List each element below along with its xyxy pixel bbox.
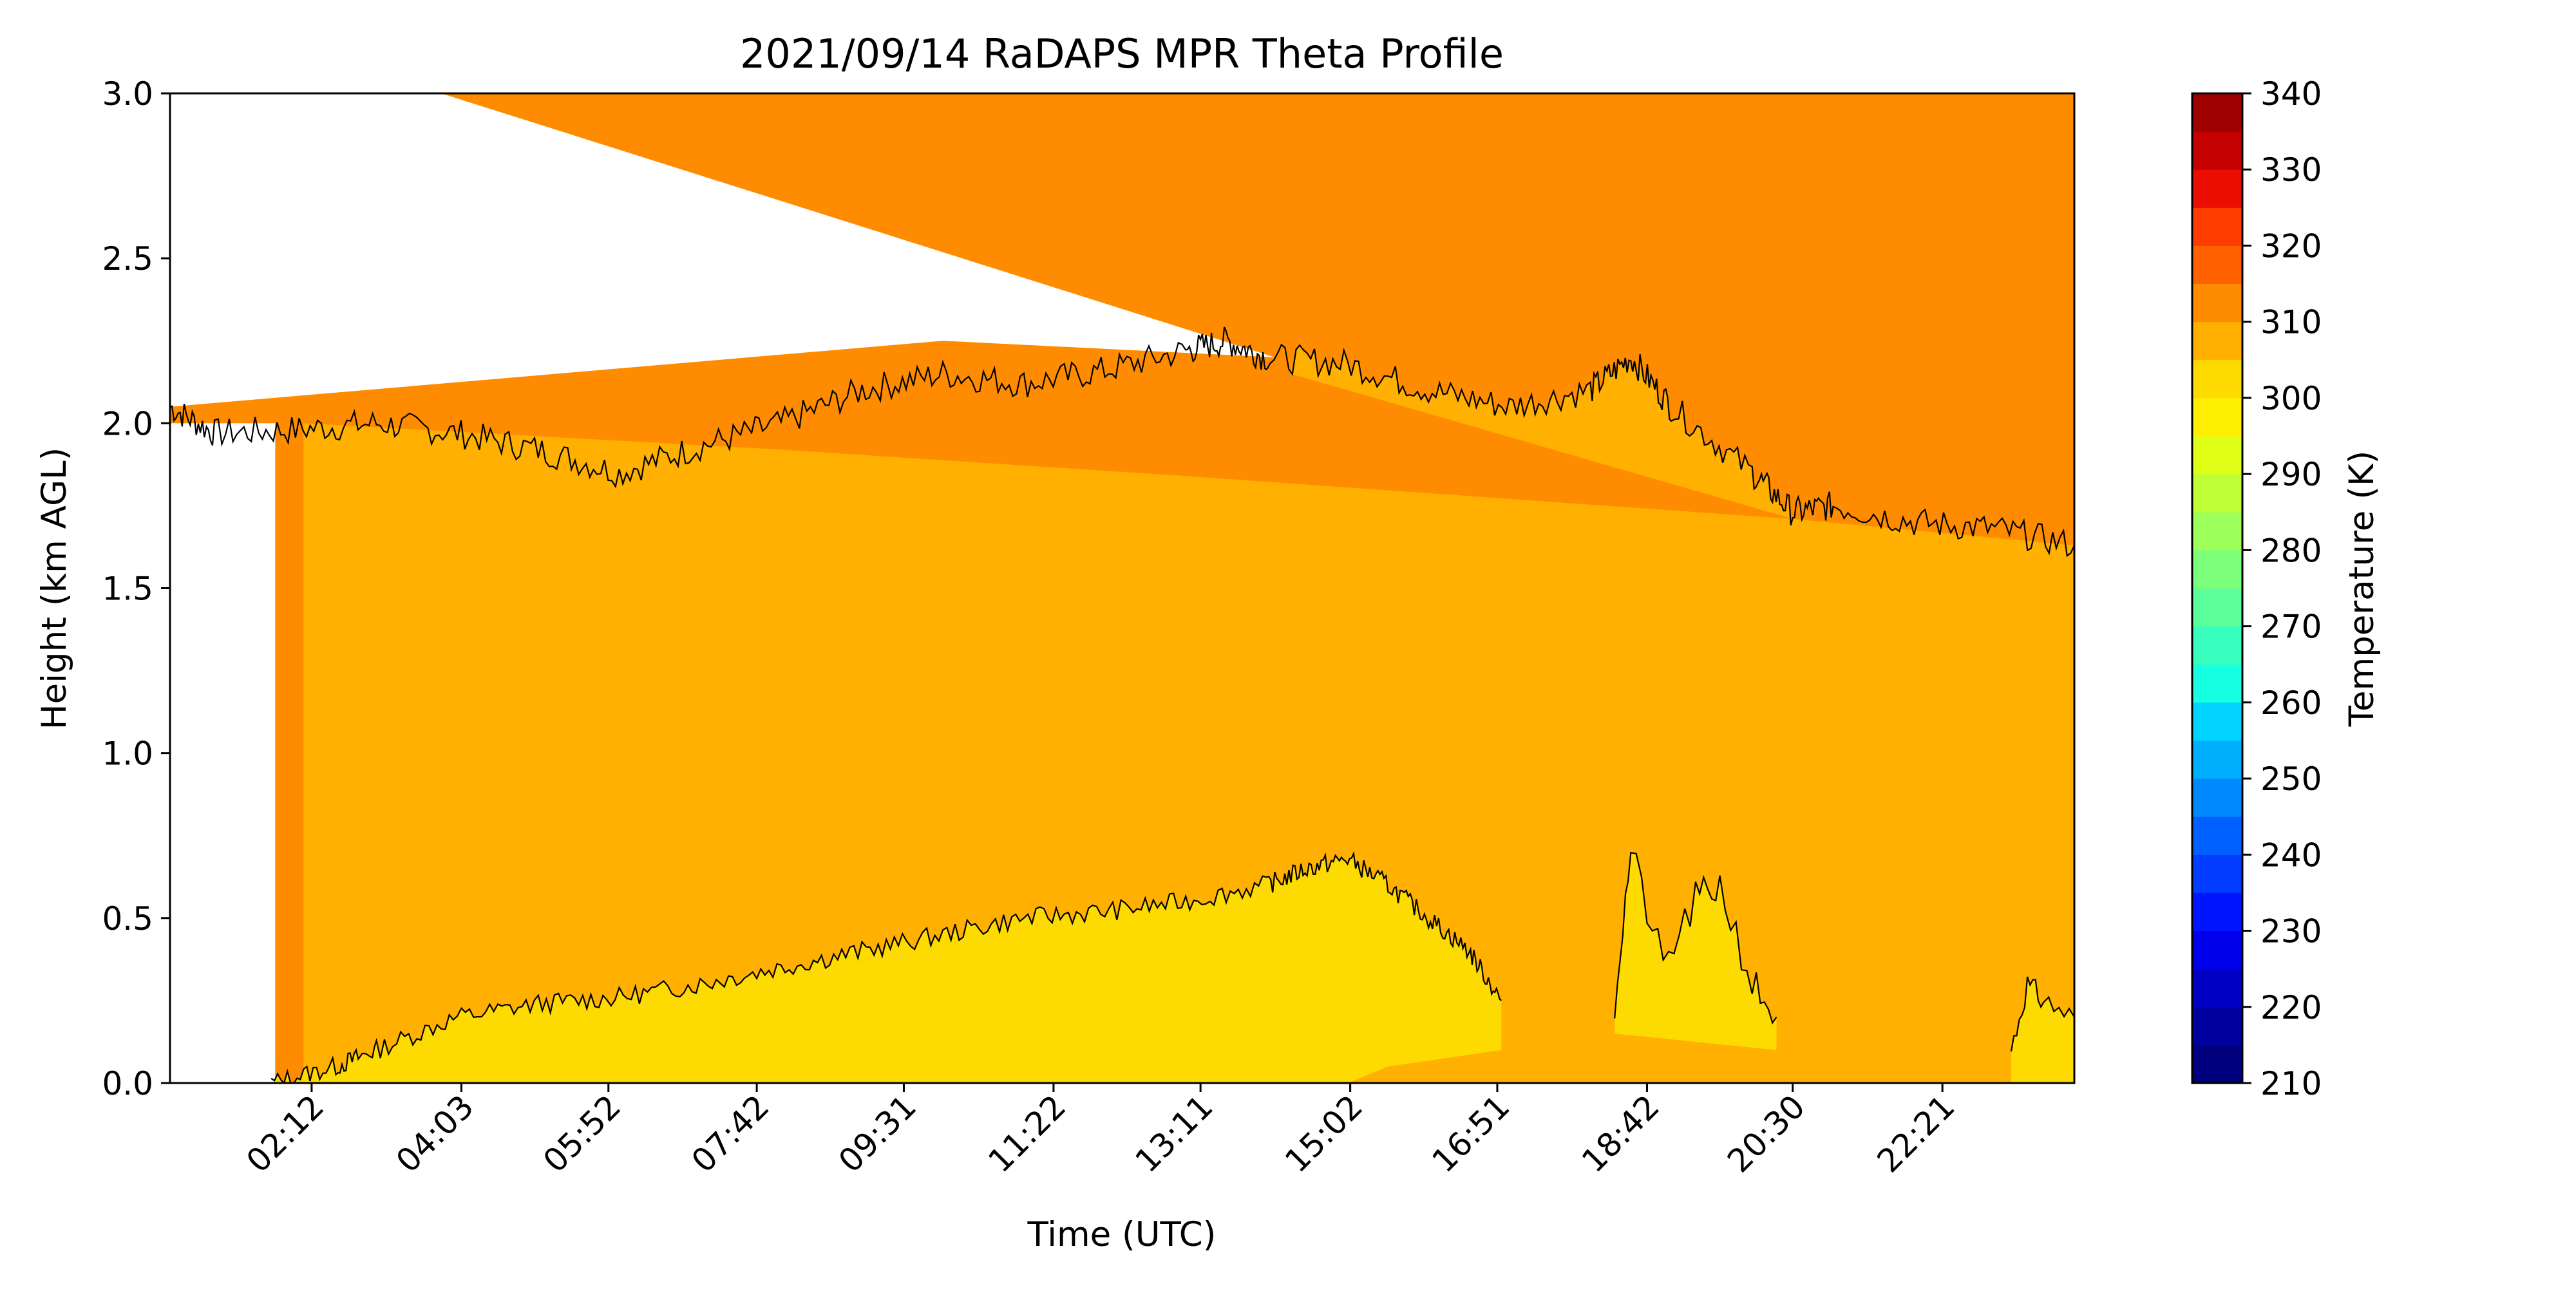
x-tick-label: 02:12 bbox=[240, 1088, 332, 1180]
missing-data-wedge bbox=[170, 93, 1275, 407]
x-tick-label: 22:21 bbox=[1870, 1088, 1962, 1180]
band-295-300-surface bbox=[271, 853, 1502, 1083]
x-tick-label: 04:03 bbox=[389, 1088, 481, 1180]
colorbar-band bbox=[2192, 321, 2242, 361]
band-300-310-wedge bbox=[1291, 345, 1793, 525]
y-tick-label: 1.5 bbox=[102, 570, 153, 608]
contour-line-patch-a bbox=[1614, 852, 1777, 1025]
colorbar-band bbox=[2192, 816, 2242, 855]
contour-fill-layer bbox=[170, 93, 2074, 1083]
x-axis: 02:12 04:03 05:52 07:42 09:31 11:22 13:11 15:02… bbox=[240, 1083, 1962, 1180]
colorbar-band bbox=[2192, 1006, 2242, 1046]
x-tick-label: 07:42 bbox=[685, 1088, 777, 1180]
x-tick-label: 18:42 bbox=[1575, 1088, 1667, 1180]
colorbar-band bbox=[2192, 169, 2242, 208]
colorbar-band bbox=[2192, 740, 2242, 779]
colorbar-band bbox=[2192, 702, 2242, 741]
contour-line-near-surface bbox=[270, 851, 1502, 1083]
x-tick-label: 16:51 bbox=[1425, 1088, 1517, 1180]
colorbar-tick-label: 340 bbox=[2260, 75, 2322, 113]
y-axis-label: Height (km AGL) bbox=[35, 448, 74, 730]
colorbar-tick-label: 250 bbox=[2260, 760, 2322, 798]
colorbar-tick-label: 210 bbox=[2260, 1065, 2322, 1102]
colorbar-band bbox=[2192, 626, 2242, 665]
colorbar-tick-label: 220 bbox=[2260, 989, 2322, 1026]
y-axis: 0.0 0.5 1.0 1.5 2.0 2.5 3.0 bbox=[102, 75, 170, 1102]
x-tick-label: 15:02 bbox=[1278, 1088, 1370, 1180]
band-295-300-patch-b bbox=[2011, 977, 2074, 1083]
missing-data-strip bbox=[170, 423, 276, 1083]
chart-title: 2021/09/14 RaDAPS MPR Theta Profile bbox=[740, 30, 1504, 77]
colorbar-tick-label: 290 bbox=[2260, 456, 2322, 493]
colorbar-band bbox=[2192, 778, 2242, 817]
colorbar-tick-label: 230 bbox=[2260, 913, 2322, 950]
colorbar-tick-label: 330 bbox=[2260, 151, 2322, 189]
colorbar-tick-label: 280 bbox=[2260, 532, 2322, 569]
colorbar-band bbox=[2192, 512, 2242, 551]
colorbar-band bbox=[2192, 550, 2242, 589]
colorbar-band bbox=[2192, 664, 2242, 703]
x-tick-label: 20:30 bbox=[1720, 1088, 1812, 1180]
x-tick-label: 09:31 bbox=[831, 1088, 923, 1180]
y-tick-label: 1.0 bbox=[102, 735, 153, 773]
colorbar: 210 220 230 240 250 260 270 280 290 300 310 320 330 3… bbox=[2191, 75, 2322, 1102]
colorbar-tick-label: 300 bbox=[2260, 380, 2322, 417]
contour-line-upper bbox=[170, 326, 2074, 558]
colorbar-band bbox=[2192, 283, 2242, 323]
colorbar-band bbox=[2192, 930, 2242, 970]
colorbar-band bbox=[2192, 854, 2242, 893]
contour-line-patch-b bbox=[2010, 976, 2074, 1052]
colorbar-tick-label: 240 bbox=[2260, 836, 2322, 874]
colorbar-label: Temperature (K) bbox=[2342, 451, 2382, 728]
colorbar-band bbox=[2192, 245, 2242, 285]
colorbar-band bbox=[2192, 359, 2242, 399]
colorbar-band bbox=[2192, 436, 2242, 475]
y-tick-label: 3.0 bbox=[102, 75, 153, 113]
y-tick-label: 2.5 bbox=[102, 240, 153, 278]
colorbar-frame bbox=[2191, 92, 2244, 1084]
colorbar-band bbox=[2192, 207, 2242, 246]
y-tick-label: 0.0 bbox=[102, 1065, 153, 1102]
colorbar-tick-label: 310 bbox=[2260, 304, 2322, 341]
x-axis-label: Time (UTC) bbox=[1027, 1215, 1217, 1254]
y-tick-label: 0.5 bbox=[102, 900, 153, 938]
y-tick-label: 2.0 bbox=[102, 405, 153, 442]
colorbar-tick-label: 270 bbox=[2260, 608, 2322, 646]
colorbar-band bbox=[2192, 93, 2242, 132]
colorbar-band bbox=[2192, 892, 2242, 932]
x-tick-label: 13:11 bbox=[1128, 1088, 1220, 1180]
contour-line-layer bbox=[170, 326, 2074, 1083]
colorbar-band bbox=[2192, 474, 2242, 513]
colorbar-tick-label: 260 bbox=[2260, 684, 2322, 722]
colorbar-band bbox=[2192, 1044, 2242, 1084]
band-295-300-patch-a bbox=[1615, 853, 1777, 1050]
colorbar-band bbox=[2192, 588, 2242, 627]
x-tick-label: 11:22 bbox=[981, 1088, 1074, 1180]
colorbar-band bbox=[2192, 968, 2242, 1008]
colorbar-tick-label: 320 bbox=[2260, 227, 2322, 265]
colorbar-band bbox=[2192, 397, 2242, 437]
colorbar-band bbox=[2192, 131, 2242, 170]
x-tick-label: 05:52 bbox=[536, 1088, 628, 1180]
